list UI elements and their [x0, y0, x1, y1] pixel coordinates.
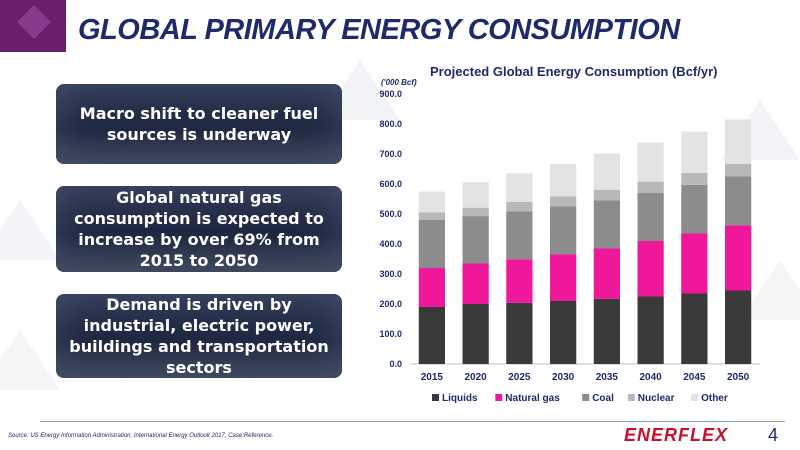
bar-liquids: [725, 290, 752, 364]
text-panel-3: Demand is driven by industrial, electric…: [56, 294, 342, 378]
y-tick-label: 900.0: [379, 89, 402, 99]
panel-2-text: Global natural gas consumption is expect…: [74, 188, 324, 270]
bar-coal: [418, 220, 445, 268]
y-tick-label: 100.0: [379, 329, 402, 339]
bar-nuclear: [681, 172, 708, 185]
legend-label: Coal: [592, 393, 614, 404]
bar-natural-gas: [506, 259, 533, 303]
y-tick-label: 400.0: [379, 239, 402, 249]
bar-nuclear: [637, 181, 664, 193]
x-tick-label: 2025: [508, 372, 531, 383]
bar-coal: [550, 206, 577, 255]
bar-nuclear: [593, 189, 620, 201]
legend-label: Liquids: [442, 393, 478, 404]
x-tick-label: 2045: [683, 372, 706, 383]
bar-natural-gas: [593, 248, 620, 299]
bar-coal: [681, 184, 708, 234]
panel-1-text: Macro shift to cleaner fuel sources is u…: [79, 104, 319, 144]
legend-label: Natural gas: [505, 393, 560, 404]
bar-natural-gas: [418, 268, 445, 307]
y-tick-label: 600.0: [379, 179, 402, 189]
bar-liquids: [593, 298, 620, 364]
page-number: 4: [768, 425, 779, 445]
bar-natural-gas: [725, 225, 752, 291]
legend-swatch: [691, 394, 699, 401]
bar-nuclear: [506, 201, 533, 212]
text-panel-1: Macro shift to cleaner fuel sources is u…: [56, 84, 342, 164]
bar-nuclear: [418, 212, 445, 220]
enerflex-logo: ENERFLEX: [624, 425, 729, 445]
bar-natural-gas: [550, 254, 577, 301]
bar-coal: [506, 211, 533, 260]
chart-title: Projected Global Energy Consumption (Bcf…: [430, 64, 718, 79]
bar-other: [418, 191, 445, 213]
bar-liquids: [506, 302, 533, 364]
y-tick-label: 200.0: [379, 299, 402, 309]
bar-other: [681, 131, 708, 173]
y-tick-label: 700.0: [379, 149, 402, 159]
legend-swatch: [432, 394, 439, 401]
footer-divider: [40, 421, 785, 422]
bar-liquids: [418, 307, 445, 364]
x-tick-label: 2035: [596, 372, 619, 383]
stacked-bar-chart: 0.0 100.0 200.0 300.0 400.0 500.0 600.0 700.0 80…: [379, 89, 760, 404]
bar-other: [550, 163, 577, 197]
text-panel-2: Global natural gas consumption is expect…: [56, 186, 342, 272]
bar-nuclear: [462, 207, 489, 217]
x-tick-label: 2015: [421, 372, 444, 383]
bar-liquids: [681, 293, 708, 364]
x-tick-label: 2020: [465, 372, 488, 383]
bar-other: [725, 119, 752, 164]
bar-nuclear: [725, 163, 752, 177]
bar-other: [462, 182, 489, 208]
bar-other: [593, 153, 620, 190]
bar-natural-gas: [462, 263, 489, 304]
bar-coal: [593, 200, 620, 249]
y-tick-label: 800.0: [379, 119, 402, 129]
slide-title: GLOBAL PRIMARY ENERGY CONSUMPTION: [78, 14, 680, 46]
bar-natural-gas: [637, 241, 664, 297]
y-tick-label: 0.0: [389, 359, 402, 369]
bar-coal: [725, 176, 752, 226]
x-tick-label: 2050: [727, 372, 750, 383]
x-tick-label: 2030: [552, 372, 575, 383]
panel-3-text: Demand is driven by industrial, electric…: [69, 295, 329, 377]
bar-other: [637, 142, 664, 182]
x-tick-label: 2040: [640, 372, 663, 383]
legend-swatch: [627, 394, 635, 401]
legend-label: Other: [701, 393, 728, 404]
bar-liquids: [462, 304, 489, 364]
source-note: Source: US Energy Information Administra…: [8, 433, 274, 439]
legend-swatch: [495, 394, 503, 401]
bar-liquids: [637, 296, 664, 364]
bar-coal: [637, 193, 664, 241]
y-tick-label: 500.0: [379, 209, 402, 219]
bar-nuclear: [550, 196, 577, 207]
corner-logo-block: [0, 0, 66, 52]
y-tick-label: 300.0: [379, 269, 402, 279]
chart-unit-label: ('000 Bcf): [381, 78, 417, 87]
bar-liquids: [550, 301, 577, 364]
legend-swatch: [582, 394, 590, 401]
bar-other: [506, 173, 533, 202]
bar-coal: [462, 216, 489, 264]
bar-natural-gas: [681, 233, 708, 294]
legend-label: Nuclear: [638, 393, 675, 404]
